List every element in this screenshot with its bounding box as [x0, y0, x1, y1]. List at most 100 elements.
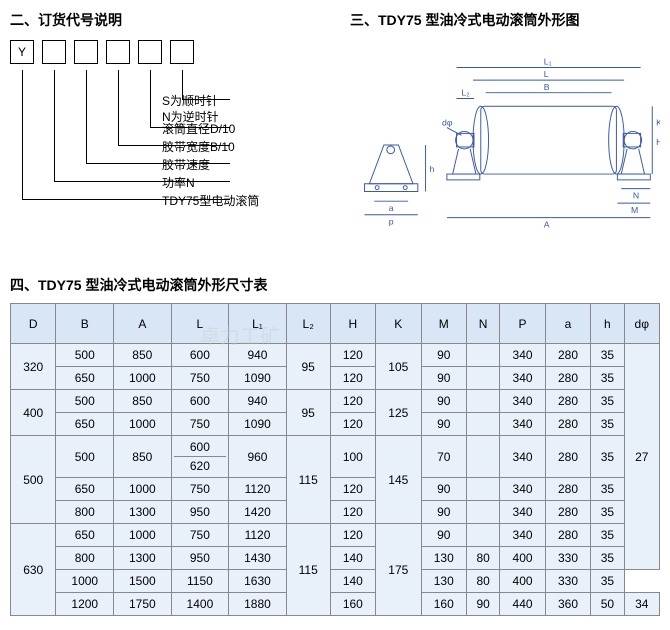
cell-M: 90 [421, 501, 466, 524]
cell-P: 340 [500, 478, 545, 501]
cell-H: 120 [330, 344, 375, 367]
cell-N [466, 344, 499, 367]
cell-H: 120 [330, 390, 375, 413]
cell-M: 90 [421, 367, 466, 390]
col-header: L [171, 304, 229, 344]
cell-B: 500 [56, 344, 114, 367]
cell-h: 35 [591, 524, 624, 547]
cell-L1: 1880 [229, 593, 287, 616]
cell-h: 35 [591, 413, 624, 436]
svg-text:K: K [656, 118, 660, 128]
cell-a: 280 [545, 478, 590, 501]
cell-N [466, 478, 499, 501]
table-row: 800130095014301401308040033035 [11, 547, 660, 570]
cell-L1: 1430 [229, 547, 287, 570]
cell-h: 35 [591, 436, 624, 478]
cell-H: 120 [330, 478, 375, 501]
cell-h: 35 [591, 367, 624, 390]
col-header: N [466, 304, 499, 344]
cell-L: 750 [171, 524, 229, 547]
cell-P: 340 [500, 413, 545, 436]
cell-L: 950 [171, 547, 229, 570]
cell-L1: 1630 [229, 570, 287, 593]
code-box-3 [106, 40, 130, 64]
table-row: 400500850600940951201259034028035 [11, 390, 660, 413]
table-row: 32050085060094095120105903402803527 [11, 344, 660, 367]
cell-L2: 115 [286, 436, 330, 524]
col-header: L₁ [229, 304, 287, 344]
cell-L1: 1120 [229, 524, 287, 547]
cell-h: 35 [591, 547, 624, 570]
cell-N [466, 436, 499, 478]
svg-text:N: N [633, 190, 639, 200]
code-box-1 [42, 40, 66, 64]
cell-A: 1000 [114, 524, 172, 547]
cell-H: 140 [330, 570, 375, 593]
cell-M: 160 [421, 593, 466, 616]
order-code-section: 二、订货代号说明 Y S为顺时针 N为逆时针 滚筒直径D/10 胶带宽度B/10… [10, 10, 330, 260]
svg-text:H: H [656, 137, 660, 147]
cell-L: 750 [171, 413, 229, 436]
cell-L: 600 [171, 390, 229, 413]
cell-a: 330 [545, 547, 590, 570]
cell-H: 120 [330, 524, 375, 547]
cell-D: 400 [11, 390, 56, 436]
cell-h: 35 [591, 501, 624, 524]
cell-D: 500 [11, 436, 56, 524]
cell-B: 800 [56, 501, 114, 524]
col-header: K [376, 304, 421, 344]
col-header: A [114, 304, 172, 344]
cell-B: 650 [56, 478, 114, 501]
cell-L1: 1090 [229, 367, 287, 390]
table-row: 650100075010901209034028035 [11, 413, 660, 436]
cell-L1: 1120 [229, 478, 287, 501]
col-header: B [56, 304, 114, 344]
cell-A: 850 [114, 436, 172, 478]
cell-A: 1300 [114, 501, 172, 524]
svg-text:L₂: L₂ [461, 88, 469, 98]
cell-h: 35 [591, 344, 624, 367]
cell-L: 750 [171, 367, 229, 390]
cell-a: 280 [545, 413, 590, 436]
code-box-5 [170, 40, 194, 64]
col-header: D [11, 304, 56, 344]
cell-a: 280 [545, 501, 590, 524]
dimensions-table-section: 四、TDY75 型油冷式电动滚筒外形尺寸表 DBALL₁L₂HKMNPahdφ … [10, 275, 660, 616]
cell-A: 850 [114, 344, 172, 367]
cell-P: 340 [500, 367, 545, 390]
cell-a: 280 [545, 524, 590, 547]
cell-L1: 960 [229, 436, 287, 478]
cell-ds: 27 [624, 344, 659, 570]
cell-M: 90 [421, 478, 466, 501]
svg-text:B: B [544, 82, 550, 92]
cell-L: 600 [171, 344, 229, 367]
cell-L: 1150 [171, 570, 229, 593]
code-diagram: Y S为顺时针 N为逆时针 滚筒直径D/10 胶带宽度B/10 胶带速度 功率N… [10, 40, 330, 260]
table-row: 5005008506006209601151001457034028035 [11, 436, 660, 478]
cell-B: 500 [56, 436, 114, 478]
cell-A: 1000 [114, 413, 172, 436]
cell-H: 120 [330, 413, 375, 436]
cell-P: 400 [500, 547, 545, 570]
cell-L: 750 [171, 478, 229, 501]
cell-L1: 940 [229, 344, 287, 367]
cell-B: 500 [56, 390, 114, 413]
cell-K: 175 [376, 524, 421, 616]
cell-A: 1000 [114, 367, 172, 390]
cell-L1: 1420 [229, 501, 287, 524]
cell-L1: 1090 [229, 413, 287, 436]
cell-B: 1000 [56, 570, 114, 593]
svg-text:L₁: L₁ [544, 57, 552, 67]
svg-text:dφ: dφ [442, 118, 453, 128]
code-box-0: Y [10, 40, 34, 64]
cell-H: 160 [330, 593, 375, 616]
cell-N: 90 [466, 593, 499, 616]
cell-ds: 34 [624, 593, 659, 616]
cell-B: 650 [56, 367, 114, 390]
cell-a: 280 [545, 390, 590, 413]
cell-N [466, 501, 499, 524]
col-header: L₂ [286, 304, 330, 344]
cell-K: 145 [376, 436, 421, 524]
cell-M: 90 [421, 344, 466, 367]
cell-N: 80 [466, 547, 499, 570]
